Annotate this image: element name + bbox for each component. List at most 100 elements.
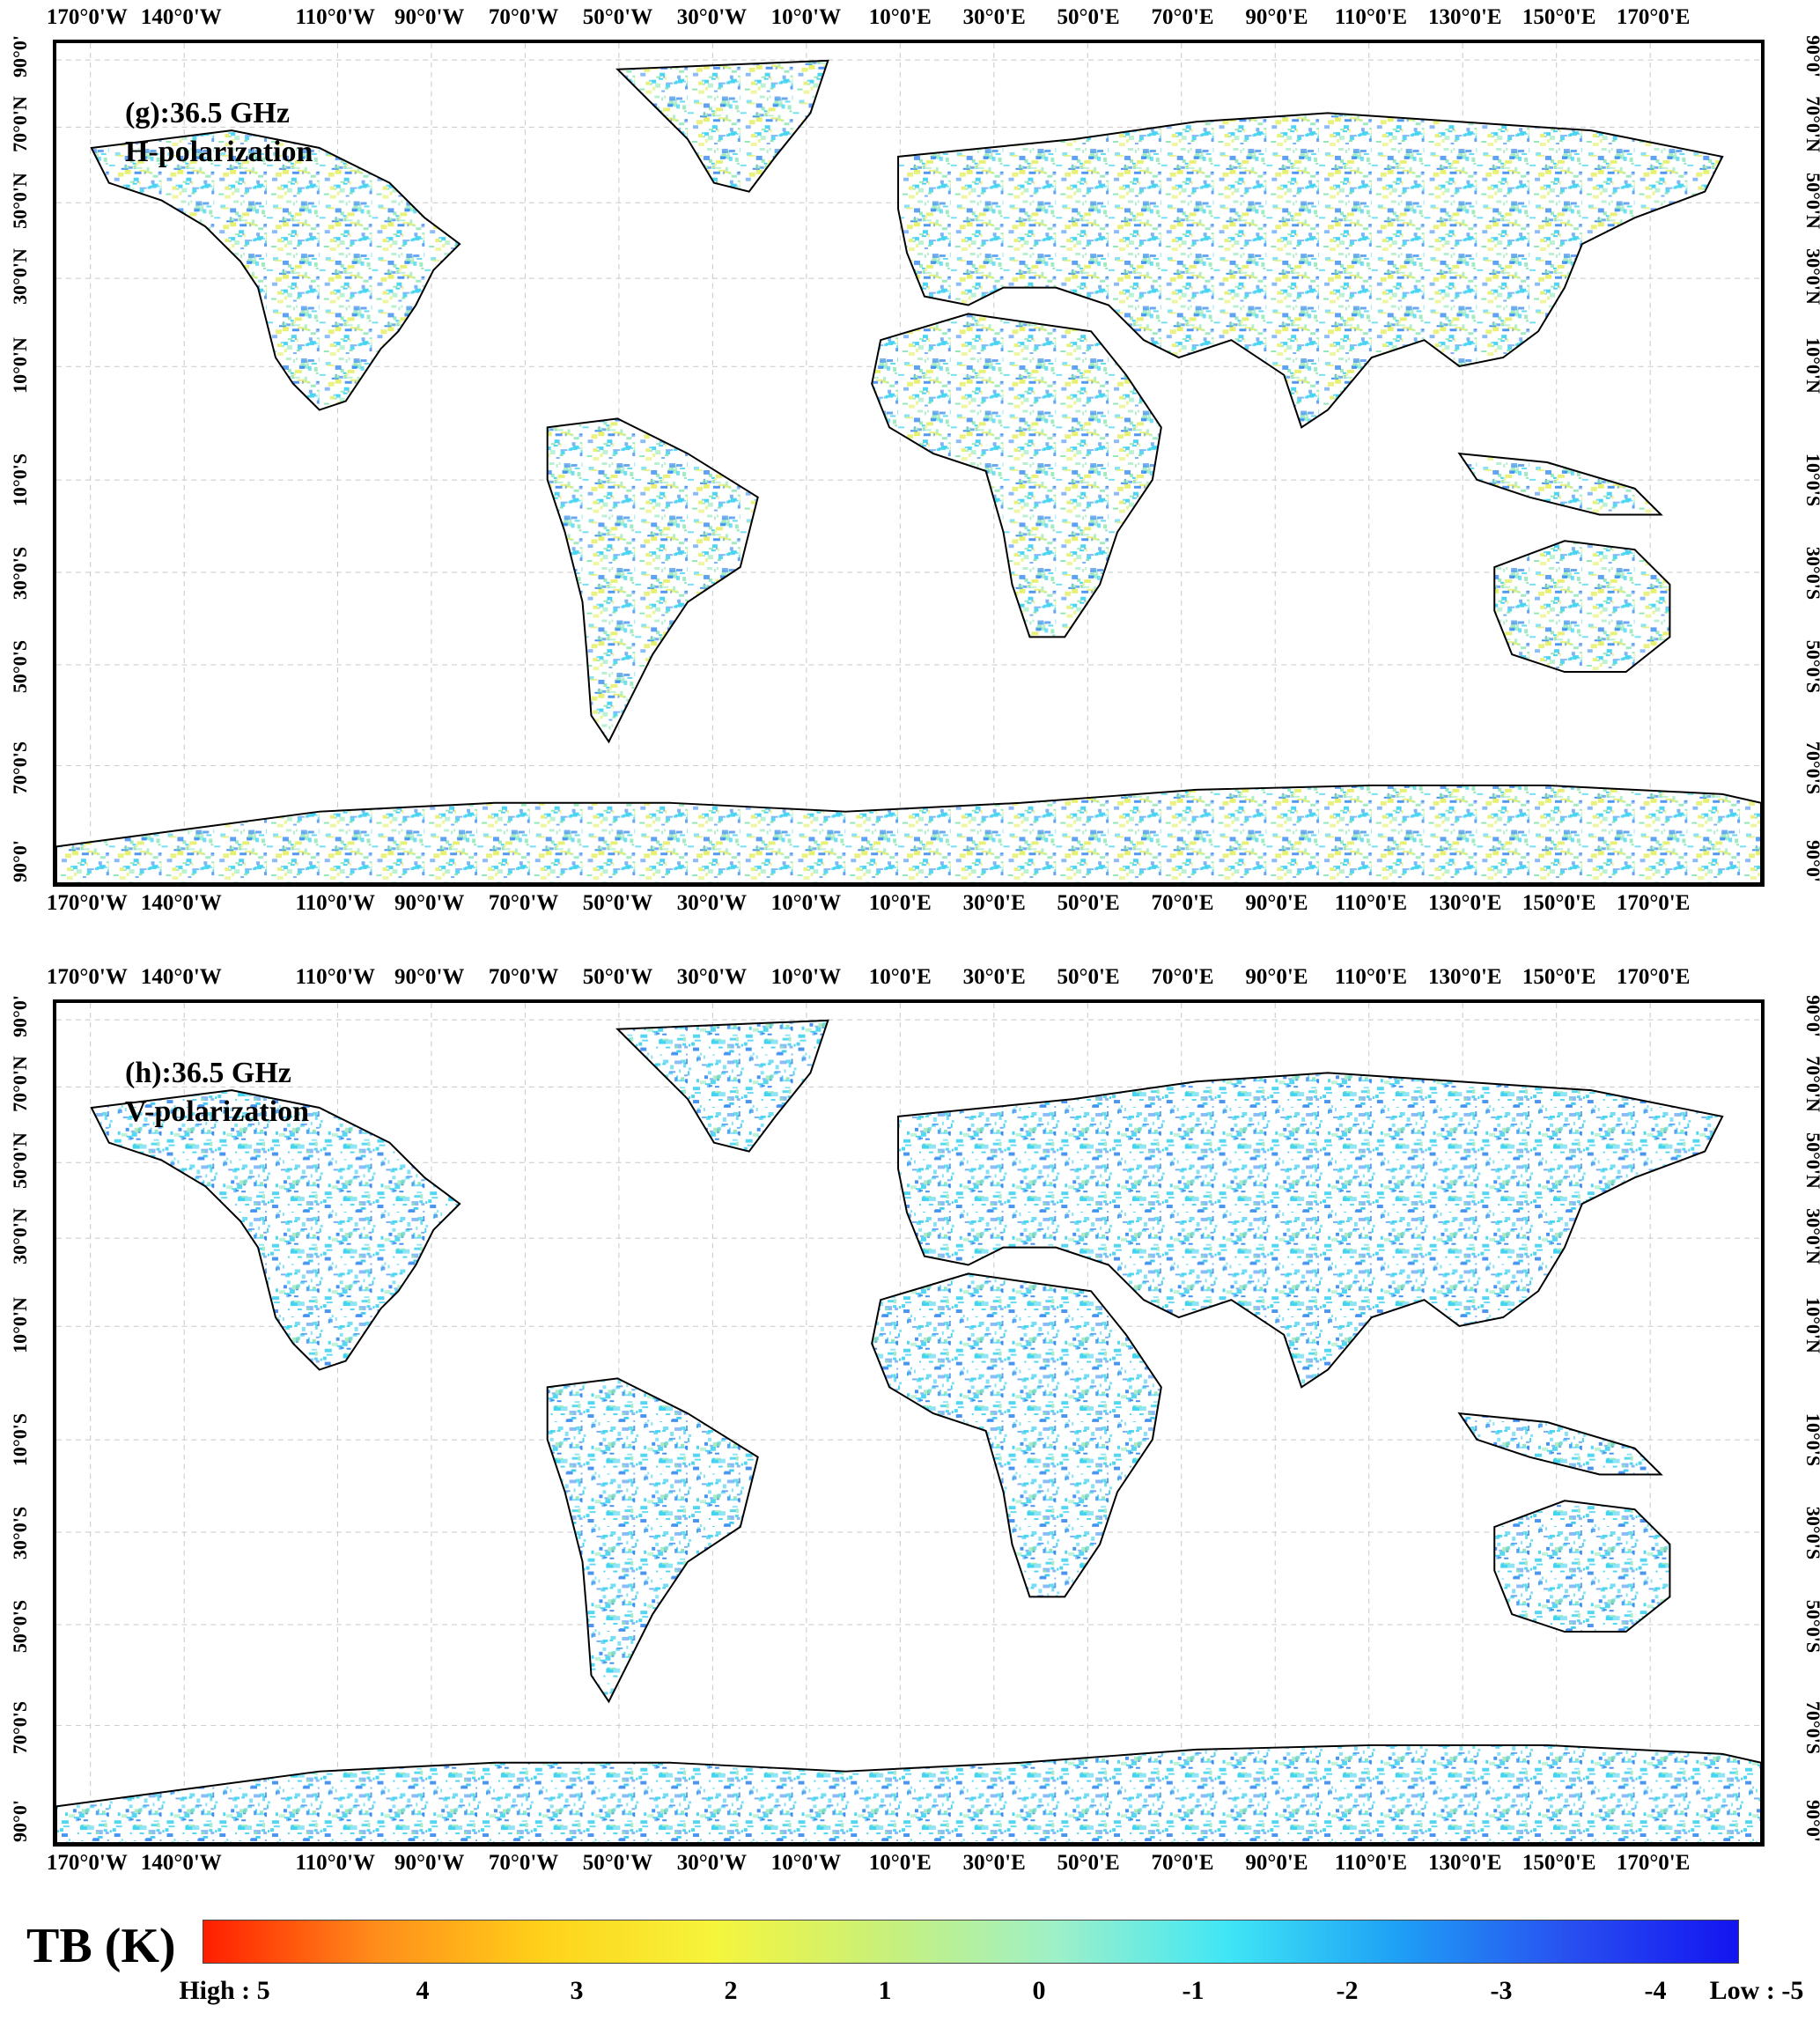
lat-tick-label: 10°0'S [1802, 1413, 1820, 1467]
lon-tick-label: 30°0'W [676, 965, 748, 989]
lon-tick-label: 50°0'E [1057, 965, 1120, 989]
lon-tick-label: 10°0'W [770, 5, 842, 29]
continent-north-america [90, 1089, 461, 1371]
lon-tick-label: 140°0'W [140, 5, 222, 29]
lon-tick-label: 50°0'W [582, 5, 653, 29]
lon-tick-label: 170°0'W [46, 5, 128, 29]
lat-tick-label: 10°0'N [1802, 337, 1820, 394]
lat-tick-label: 90°0' [9, 35, 31, 78]
lat-tick-label: 90°0' [1802, 840, 1820, 883]
lon-tick-label: 30°0'E [962, 891, 1026, 915]
lat-tick-label: 30°0'S [1802, 546, 1820, 601]
panel-title-line2: V-polarization [125, 1095, 310, 1128]
continent-antarctica [56, 784, 1761, 883]
lon-tick-label: 70°0'W [488, 5, 559, 29]
lat-tick-label: 70°0'N [1802, 1056, 1820, 1113]
lat-tick-label: 10°0'S [9, 453, 31, 507]
lon-tick-label: 150°0'E [1522, 1851, 1596, 1875]
lon-tick-label: 10°0'W [770, 965, 842, 989]
lon-tick-label: 90°0'E [1245, 891, 1308, 915]
lat-tick-label: 50°0'S [1802, 1599, 1820, 1653]
lon-tick-label: 140°0'W [140, 965, 222, 989]
lat-tick-label: 50°0'S [1802, 639, 1820, 693]
continent-africa [871, 1272, 1162, 1598]
lon-axis-top: 170°0'W 140°0'W 110°0'W 90°0'W 70°0'W 50°0'W 3… [47, 5, 1765, 35]
lon-tick-label: 70°0'E [1151, 891, 1214, 915]
lat-axis-left: 90°0' 70°0'N 50°0'N 30°0'N 10°0'N 10°0'S 30°0'… [9, 995, 44, 1847]
lon-tick-label: 170°0'W [46, 891, 128, 915]
lat-axis-right: 90°0' 70°0'N 50°0'N 30°0'N 10°0'N 10°0'S 30°0'… [1775, 995, 1820, 1847]
lon-tick-label: 170°0'E [1616, 5, 1691, 29]
continent-australia [1493, 540, 1671, 674]
legend-tick-label: High : 5 [179, 1976, 270, 2005]
lon-tick-label: 90°0'E [1245, 965, 1308, 989]
lon-tick-label: 110°0'E [1334, 965, 1407, 989]
lon-axis-top: 170°0'W 140°0'W 110°0'W 90°0'W 70°0'W 50°0'W 3… [47, 965, 1765, 995]
legend-tick-label: 2 [724, 1976, 738, 2005]
lon-tick-label: 110°0'W [295, 891, 376, 915]
panel-title-line1: (h):36.5 GHz [125, 1057, 291, 1089]
lon-tick-label: 30°0'W [676, 1851, 748, 1875]
lon-tick-label: 70°0'W [488, 891, 559, 915]
panel-title-line1: (g):36.5 GHz [125, 97, 290, 129]
lat-tick-label: 70°0'N [1802, 96, 1820, 153]
lat-tick-label: 30°0'N [9, 248, 31, 306]
lat-tick-label: 70°0'S [9, 741, 31, 795]
legend-tick-label: 1 [878, 1976, 892, 2005]
lon-tick-label: 130°0'E [1427, 891, 1502, 915]
lon-tick-label: 170°0'E [1616, 965, 1691, 989]
map-frame: (g):36.5 GHz H-polarization [53, 40, 1765, 887]
lon-tick-label: 30°0'E [962, 965, 1026, 989]
legend-tick-label: -2 [1336, 1976, 1359, 2005]
lon-tick-label: 50°0'E [1057, 891, 1120, 915]
lon-tick-label: 50°0'E [1057, 5, 1120, 29]
lon-tick-label: 30°0'W [676, 5, 748, 29]
legend-tick-label: -1 [1182, 1976, 1205, 2005]
lat-tick-label: 30°0'S [1802, 1506, 1820, 1560]
lon-tick-label: 110°0'E [1334, 5, 1407, 29]
lat-axis-right: 90°0' 70°0'N 50°0'N 30°0'N 10°0'N 10°0'S 30°0'… [1775, 35, 1820, 887]
map-frame: (h):36.5 GHz V-polarization [53, 999, 1765, 1847]
lat-tick-label: 50°0'N [9, 1132, 31, 1189]
lat-tick-label: 70°0'S [1802, 741, 1820, 795]
lon-tick-label: 10°0'E [868, 965, 932, 989]
lat-tick-label: 90°0' [9, 995, 31, 1038]
lat-tick-label: 50°0'N [1802, 172, 1820, 229]
lon-tick-label: 50°0'W [582, 891, 653, 915]
lon-tick-label: 30°0'E [962, 5, 1026, 29]
map-canvas [56, 43, 1761, 883]
lon-tick-label: 50°0'W [582, 1851, 653, 1875]
lat-tick-label: 70°0'S [9, 1701, 31, 1755]
lat-tick-label: 90°0' [9, 1800, 31, 1843]
lat-tick-label: 90°0' [1802, 35, 1820, 78]
continent-greenland [615, 59, 829, 193]
lat-tick-label: 50°0'S [9, 1599, 31, 1653]
lon-tick-label: 140°0'W [140, 1851, 222, 1875]
lat-tick-label: 30°0'N [1802, 248, 1820, 306]
continent-greenland [615, 1019, 829, 1153]
continent-africa [871, 313, 1162, 638]
lat-tick-label: 30°0'S [9, 1506, 31, 1560]
legend-tick-label: Low : -5 [1709, 1976, 1804, 2005]
lon-tick-label: 110°0'E [1334, 891, 1407, 915]
lon-tick-label: 170°0'E [1616, 891, 1691, 915]
lon-tick-label: 90°0'W [394, 965, 465, 989]
lon-tick-label: 90°0'W [394, 891, 465, 915]
legend-tick-label: -4 [1644, 1976, 1667, 2005]
lon-tick-label: 150°0'E [1522, 965, 1596, 989]
continent-southeast-asia [1457, 1412, 1663, 1476]
lon-tick-label: 70°0'W [488, 965, 559, 989]
continent-eurasia [897, 112, 1724, 429]
lat-tick-label: 10°0'N [9, 1297, 31, 1354]
continent-australia [1493, 1500, 1671, 1633]
lon-tick-label: 110°0'W [295, 965, 376, 989]
lat-tick-label: 10°0'S [1802, 453, 1820, 507]
lat-tick-label: 50°0'N [1802, 1132, 1820, 1189]
continent-eurasia [897, 1072, 1724, 1389]
lon-tick-label: 70°0'W [488, 1851, 559, 1875]
lat-axis-left: 90°0' 70°0'N 50°0'N 30°0'N 10°0'N 10°0'S 30°0'… [9, 35, 44, 887]
lon-tick-label: 10°0'W [770, 891, 842, 915]
land-masses [56, 59, 1761, 883]
lat-tick-label: 70°0'N [9, 1056, 31, 1113]
lat-tick-label: 10°0'N [1802, 1297, 1820, 1354]
